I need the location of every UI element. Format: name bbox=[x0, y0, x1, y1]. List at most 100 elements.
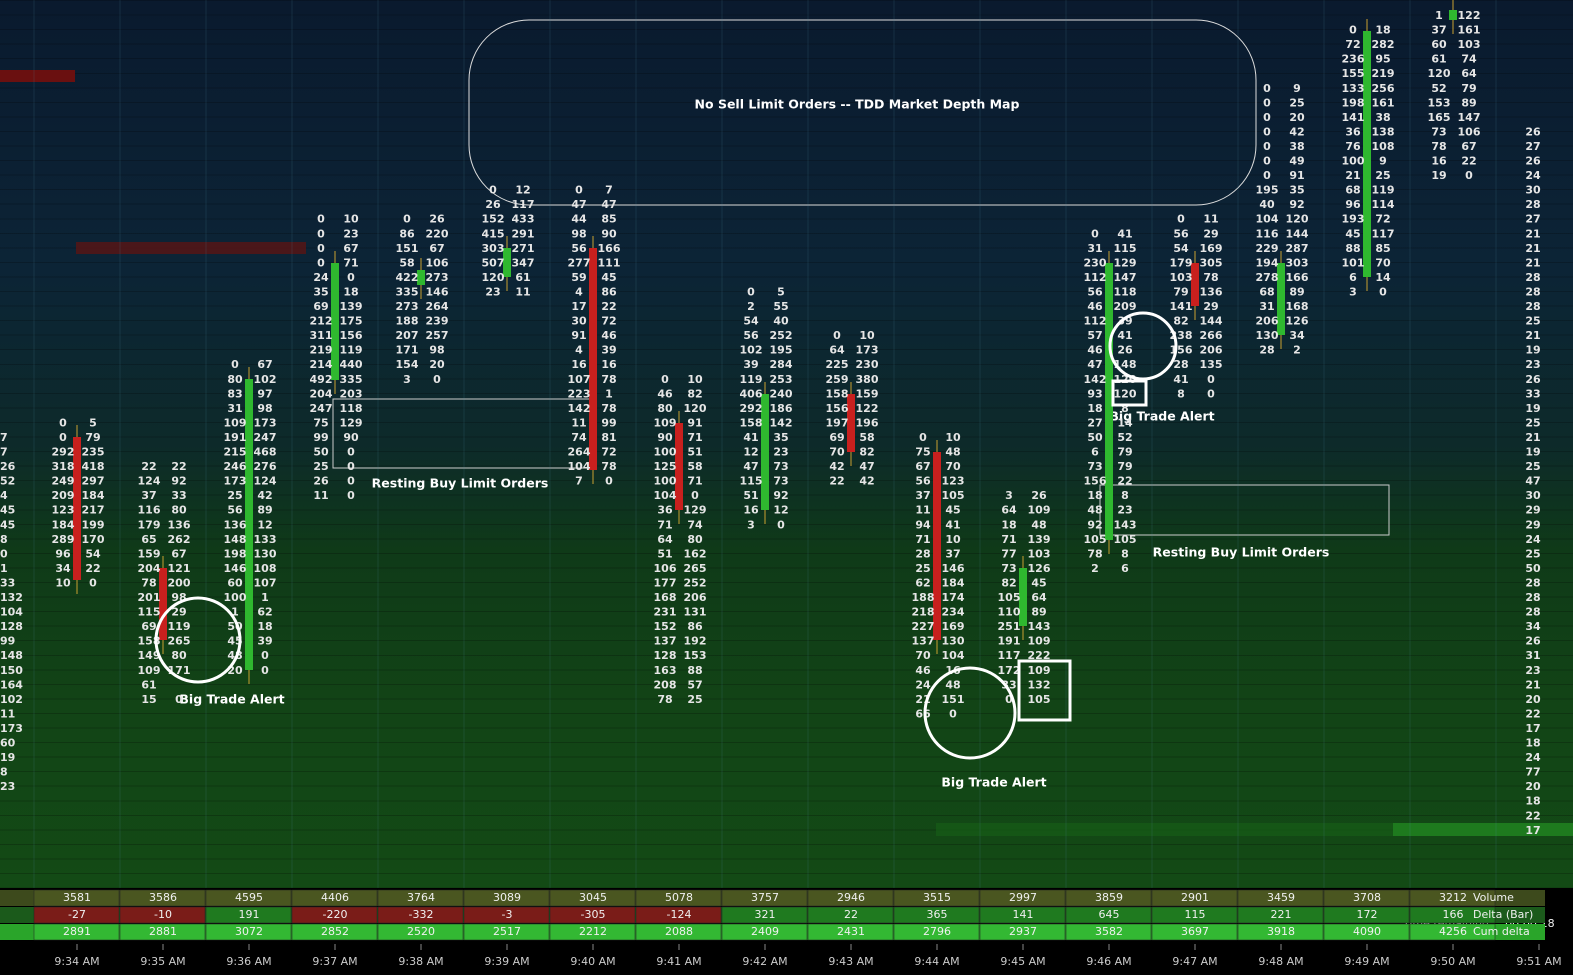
ask-volume: 34 bbox=[1289, 329, 1305, 342]
ask-volume: 78 bbox=[601, 402, 616, 415]
profile-volume: 28 bbox=[1525, 271, 1540, 284]
bid-volume: 204 bbox=[310, 387, 333, 400]
stats-cell bbox=[291, 906, 378, 924]
bid-volume: 37 bbox=[915, 489, 930, 502]
bid-volume: 79 bbox=[1173, 285, 1188, 298]
bid-volume: 273 bbox=[396, 300, 419, 313]
bid-volume: 4 bbox=[575, 285, 583, 298]
ask-volume: 166 bbox=[598, 242, 621, 255]
candle-body bbox=[589, 248, 597, 470]
ask-volume: 117 bbox=[1372, 227, 1395, 240]
bid-volume: 26 bbox=[485, 198, 501, 211]
ask-volume: 82 bbox=[859, 446, 874, 459]
bid-volume: 0 bbox=[1177, 213, 1185, 226]
stats-cell bbox=[549, 889, 636, 907]
stats-cell bbox=[377, 906, 464, 924]
bid-volume: 151 bbox=[396, 242, 419, 255]
ask-volume: 42 bbox=[1289, 125, 1304, 138]
bid-volume: 155 bbox=[1342, 67, 1365, 80]
bid-volume: 4 bbox=[575, 344, 583, 357]
ask-volume: 18 bbox=[343, 285, 358, 298]
bid-volume: 148 bbox=[224, 533, 247, 546]
ask-volume: 303 bbox=[1286, 256, 1309, 269]
ask-volume: 239 bbox=[426, 315, 449, 328]
stats-value: 2796 bbox=[923, 925, 951, 938]
ask-volume: 146 bbox=[426, 285, 449, 298]
ask-volume: 136 bbox=[1200, 285, 1223, 298]
stats-value: 645 bbox=[1099, 908, 1120, 921]
ask-volume: 124 bbox=[254, 475, 277, 488]
ask-volume: 70 bbox=[1375, 256, 1391, 269]
ask-volume: 220 bbox=[426, 227, 449, 240]
ask-volume: 253 bbox=[770, 373, 793, 386]
bid-volume: 47 bbox=[743, 460, 758, 473]
stats-value: 166 bbox=[1443, 908, 1464, 921]
profile-volume: 25 bbox=[1525, 547, 1540, 560]
bid-volume: 188 bbox=[912, 591, 935, 604]
bid-volume: 156 bbox=[1170, 344, 1193, 357]
bid-volume: 168 bbox=[654, 591, 677, 604]
ask-volume: 147 bbox=[1114, 271, 1137, 284]
bid-volume: 109 bbox=[138, 664, 161, 677]
stats-value: 2409 bbox=[751, 925, 779, 938]
ask-volume: 106 bbox=[1458, 125, 1481, 138]
bid-volume: 48 bbox=[1087, 504, 1102, 517]
bid-volume: 46 bbox=[1087, 300, 1103, 313]
bid-volume: 148 bbox=[0, 649, 23, 662]
bid-volume: 47 bbox=[571, 198, 586, 211]
bid-volume: 6 bbox=[1349, 271, 1357, 284]
bid-volume: 103 bbox=[1170, 271, 1193, 284]
bid-volume: 0 bbox=[575, 184, 583, 197]
profile-volume: 21 bbox=[1525, 431, 1540, 444]
ask-volume: 48 bbox=[945, 446, 960, 459]
stats-value: 3045 bbox=[579, 891, 607, 904]
bid-volume: 41 bbox=[743, 431, 758, 444]
bid-volume: 69 bbox=[313, 300, 328, 313]
ask-volume: 219 bbox=[1372, 67, 1395, 80]
ask-volume: 64 bbox=[1031, 591, 1047, 604]
annotation: Big Trade Alert bbox=[179, 692, 284, 707]
bid-volume: 115 bbox=[138, 606, 161, 619]
bid-volume: 212 bbox=[310, 315, 333, 328]
stats-value: 3072 bbox=[235, 925, 263, 938]
bid-volume: 25 bbox=[227, 489, 242, 502]
bid-volume: 173 bbox=[224, 475, 247, 488]
bid-volume: 406 bbox=[740, 387, 763, 400]
bid-volume: 195 bbox=[1256, 184, 1279, 197]
candle-body bbox=[933, 452, 941, 640]
ask-volume: 129 bbox=[340, 416, 363, 429]
ask-volume: 0 bbox=[261, 649, 269, 662]
bid-volume: 16 bbox=[743, 504, 759, 517]
bid-volume: 507 bbox=[482, 256, 505, 269]
bid-volume: 149 bbox=[138, 649, 161, 662]
ask-volume: 151 bbox=[942, 693, 965, 706]
bid-volume: 52 bbox=[0, 475, 15, 488]
bid-volume: 422 bbox=[396, 271, 419, 284]
bid-volume: 23 bbox=[485, 285, 500, 298]
profile-volume: 18 bbox=[1525, 737, 1540, 750]
stats-value: 3515 bbox=[923, 891, 951, 904]
annotation: Resting Buy Limit Orders bbox=[1153, 545, 1330, 560]
stats-cell bbox=[463, 889, 550, 907]
bid-volume: 116 bbox=[1256, 227, 1279, 240]
ask-volume: 54 bbox=[85, 547, 101, 560]
bid-volume: 132 bbox=[0, 591, 23, 604]
ask-volume: 156 bbox=[340, 329, 363, 342]
stats-value: 5078 bbox=[665, 891, 693, 904]
ask-volume: 144 bbox=[1200, 315, 1223, 328]
stats-value: 3459 bbox=[1267, 891, 1295, 904]
annotation: No Sell Limit Orders -- TDD Market Depth… bbox=[695, 97, 1020, 112]
stats-value: -332 bbox=[409, 908, 434, 921]
bid-volume: 231 bbox=[654, 606, 677, 619]
time-label: 9:38 AM bbox=[398, 955, 443, 968]
profile-volume: 21 bbox=[1525, 242, 1540, 255]
stats-value: 2946 bbox=[837, 891, 865, 904]
bid-volume: 0 bbox=[59, 431, 67, 444]
ask-volume: 67 bbox=[429, 242, 444, 255]
bid-volume: 50 bbox=[1087, 431, 1103, 444]
bid-volume: 335 bbox=[396, 285, 419, 298]
stats-cell bbox=[33, 923, 120, 941]
ask-volume: 169 bbox=[942, 620, 965, 633]
bid-volume: 18 bbox=[1087, 402, 1102, 415]
time-label: 9:50 AM bbox=[1430, 955, 1475, 968]
